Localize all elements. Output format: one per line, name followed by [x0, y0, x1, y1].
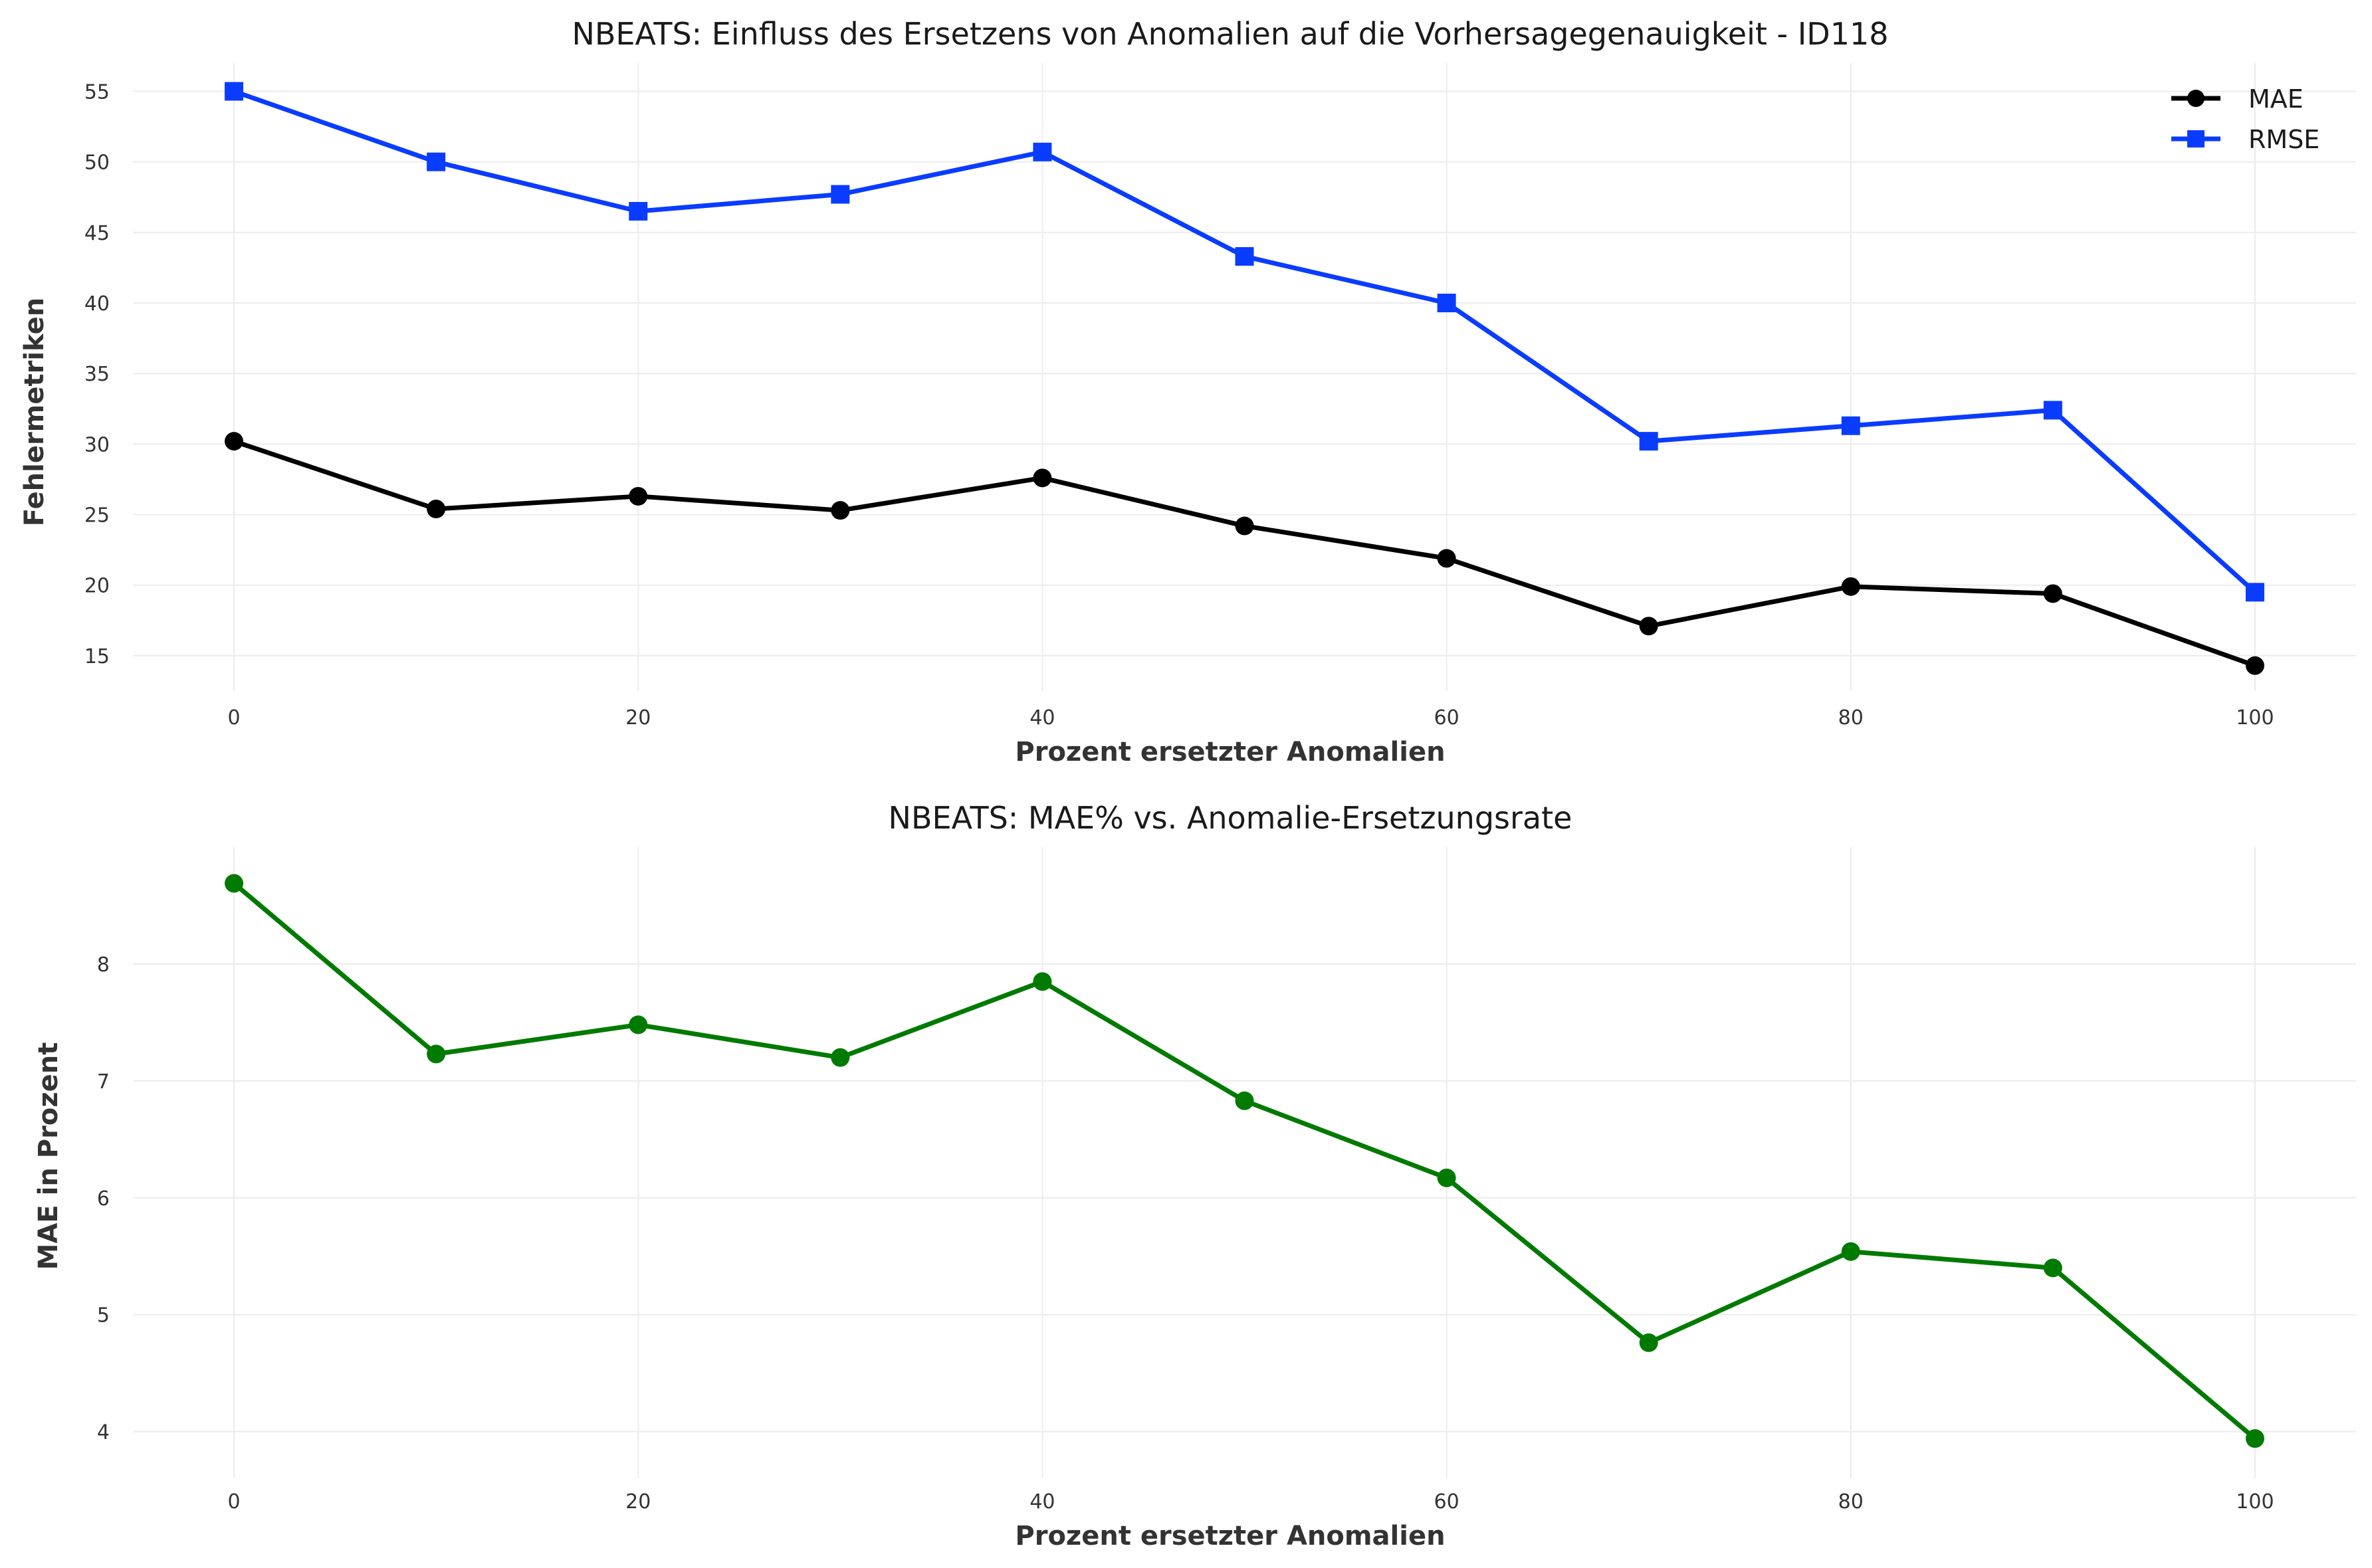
- x-tick-label: 60: [1434, 706, 1459, 730]
- data-point-rmse: [225, 82, 244, 101]
- y-tick-label: 8: [97, 953, 110, 977]
- data-point-rmse: [427, 152, 446, 171]
- data-point-rmse: [1437, 294, 1456, 313]
- x-tick-label: 100: [2236, 706, 2274, 730]
- data-point-mae: [1033, 468, 1052, 488]
- y-tick-label: 55: [84, 80, 110, 104]
- chart-1-series: [225, 82, 2264, 675]
- chart-mae-percent: NBEATS: MAE% vs. Anomalie-Ersetzungsrate…: [33, 800, 2356, 1551]
- chart-1-legend: MAE RMSE: [2171, 84, 2319, 154]
- y-tick-label: 50: [84, 151, 110, 175]
- data-point-series-1: [2043, 1258, 2062, 1278]
- data-point-rmse: [2043, 401, 2062, 420]
- chart-2-ylabel: MAE in Prozent: [33, 1042, 64, 1270]
- data-point-rmse: [2245, 583, 2264, 602]
- legend-marker-mae: [2187, 90, 2205, 107]
- data-point-mae: [225, 432, 244, 451]
- data-point-rmse: [1639, 432, 1658, 451]
- x-tick-label: 40: [1029, 706, 1055, 730]
- data-point-mae: [1235, 516, 1254, 536]
- chart-2-series: [225, 874, 2264, 1448]
- data-point-series-1: [427, 1044, 446, 1064]
- data-point-series-1: [831, 1048, 850, 1067]
- y-tick-label: 40: [84, 292, 110, 316]
- data-point-rmse: [1033, 142, 1052, 161]
- data-point-series-1: [225, 874, 244, 893]
- x-tick-label: 20: [625, 706, 651, 730]
- data-point-rmse: [629, 201, 648, 221]
- x-tick-label: 40: [1029, 1490, 1055, 1514]
- data-point-mae: [1437, 549, 1456, 568]
- x-tick-label: 60: [1434, 1490, 1459, 1514]
- data-point-mae: [1639, 617, 1658, 636]
- x-tick-label: 20: [625, 1490, 651, 1514]
- chart-1-grid: [133, 63, 2356, 691]
- data-point-series-1: [1437, 1168, 1456, 1187]
- chart-1-ticks: 0 20 40 60 80 100 15 20 25 30 35 40 45 50 55: [84, 80, 2274, 730]
- chart-1-title: NBEATS: Einfluss des Ersetzens von Anoma…: [572, 16, 1888, 52]
- y-tick-label: 15: [84, 645, 110, 668]
- data-point-series-1: [1841, 1242, 1860, 1261]
- chart-1-xlabel: Prozent ersetzter Anomalien: [1015, 737, 1445, 767]
- data-point-mae: [629, 486, 648, 506]
- legend-label-mae: MAE: [2248, 84, 2304, 114]
- series-line-series-1: [232, 881, 2257, 1440]
- data-point-rmse: [831, 185, 850, 204]
- data-point-mae: [1841, 577, 1860, 596]
- legend-marker-rmse: [2187, 130, 2205, 147]
- chart-1-ylabel: Fehlermetriken: [19, 298, 50, 526]
- y-tick-label: 30: [84, 433, 110, 456]
- data-point-series-1: [629, 1015, 648, 1034]
- chart-2-ticks: 0 20 40 60 80 100 4 5 6 7 8: [97, 953, 2274, 1514]
- y-tick-label: 4: [97, 1421, 110, 1444]
- x-tick-label: 0: [227, 1490, 240, 1514]
- data-point-series-1: [1033, 972, 1052, 991]
- data-point-rmse: [1841, 416, 1860, 435]
- data-point-mae: [2043, 584, 2062, 603]
- data-point-series-1: [1639, 1333, 1658, 1352]
- x-tick-label: 80: [1838, 1490, 1864, 1514]
- x-tick-label: 0: [227, 706, 240, 730]
- data-point-series-1: [1235, 1091, 1254, 1110]
- y-tick-label: 20: [84, 575, 110, 598]
- x-tick-label: 80: [1838, 706, 1864, 730]
- y-tick-label: 35: [84, 363, 110, 386]
- y-tick-label: 25: [84, 504, 110, 528]
- y-tick-label: 6: [97, 1187, 110, 1211]
- y-tick-label: 5: [97, 1304, 110, 1327]
- legend-item-rmse: RMSE: [2171, 125, 2319, 154]
- chart-2-title: NBEATS: MAE% vs. Anomalie-Ersetzungsrate: [889, 800, 1572, 836]
- chart-2-xlabel: Prozent ersetzter Anomalien: [1015, 1521, 1445, 1551]
- y-tick-label: 45: [84, 222, 110, 245]
- chart-2-grid: [133, 847, 2356, 1478]
- x-tick-label: 100: [2236, 1490, 2274, 1514]
- series-line-mae: [233, 439, 2256, 668]
- data-point-mae: [2245, 656, 2264, 675]
- data-point-series-1: [2245, 1429, 2264, 1448]
- legend-item-mae: MAE: [2171, 84, 2304, 114]
- data-point-rmse: [1235, 246, 1254, 266]
- data-point-mae: [831, 501, 850, 520]
- y-tick-label: 7: [97, 1070, 110, 1094]
- data-point-mae: [427, 500, 446, 519]
- chart-error-metrics: NBEATS: Einfluss des Ersetzens von Anoma…: [19, 16, 2356, 767]
- legend-label-rmse: RMSE: [2248, 125, 2319, 154]
